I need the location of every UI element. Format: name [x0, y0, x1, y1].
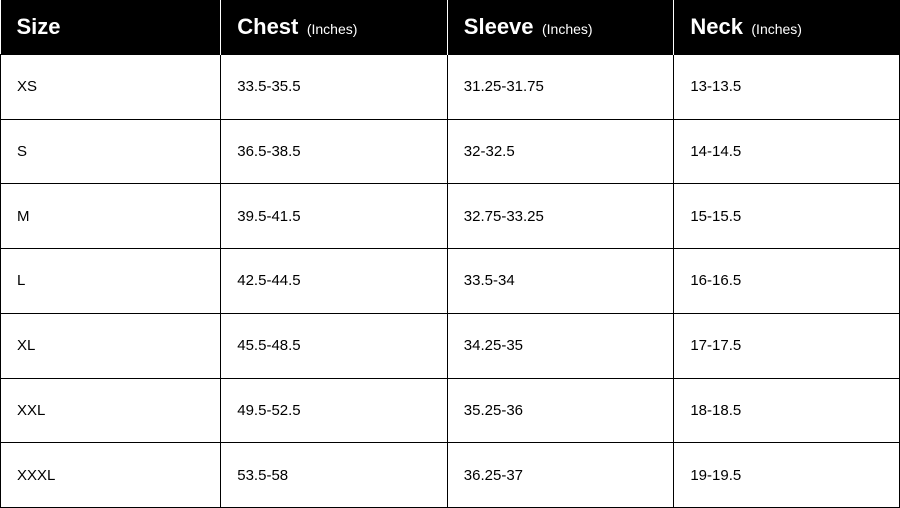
cell-chest: 45.5-48.5 — [221, 313, 448, 378]
cell-neck: 17-17.5 — [674, 313, 900, 378]
cell-chest: 33.5-35.5 — [221, 55, 448, 120]
cell-size: L — [1, 249, 221, 314]
col-header-label: Chest — [237, 14, 298, 39]
table-row: L 42.5-44.5 33.5-34 16-16.5 — [1, 249, 900, 314]
col-header-label: Sleeve — [464, 14, 534, 39]
col-header-chest: Chest (Inches) — [221, 0, 448, 55]
col-header-label: Size — [17, 14, 61, 39]
cell-neck: 14-14.5 — [674, 119, 900, 184]
table-header-row: Size Chest (Inches) Sleeve (Inches) Neck… — [1, 0, 900, 55]
table-row: M 39.5-41.5 32.75-33.25 15-15.5 — [1, 184, 900, 249]
cell-neck: 19-19.5 — [674, 443, 900, 508]
cell-sleeve: 32-32.5 — [447, 119, 674, 184]
cell-size: S — [1, 119, 221, 184]
cell-sleeve: 36.25-37 — [447, 443, 674, 508]
col-header-sleeve: Sleeve (Inches) — [447, 0, 674, 55]
cell-neck: 18-18.5 — [674, 378, 900, 443]
col-header-label: Neck — [690, 14, 743, 39]
cell-size: XXL — [1, 378, 221, 443]
col-header-neck: Neck (Inches) — [674, 0, 900, 55]
cell-size: XXXL — [1, 443, 221, 508]
col-header-unit: (Inches) — [542, 21, 593, 37]
cell-chest: 53.5-58 — [221, 443, 448, 508]
cell-neck: 15-15.5 — [674, 184, 900, 249]
cell-size: XL — [1, 313, 221, 378]
table-row: XL 45.5-48.5 34.25-35 17-17.5 — [1, 313, 900, 378]
cell-chest: 49.5-52.5 — [221, 378, 448, 443]
table-row: S 36.5-38.5 32-32.5 14-14.5 — [1, 119, 900, 184]
cell-sleeve: 31.25-31.75 — [447, 55, 674, 120]
cell-size: XS — [1, 55, 221, 120]
cell-chest: 42.5-44.5 — [221, 249, 448, 314]
table-row: XS 33.5-35.5 31.25-31.75 13-13.5 — [1, 55, 900, 120]
cell-sleeve: 34.25-35 — [447, 313, 674, 378]
table-row: XXXL 53.5-58 36.25-37 19-19.5 — [1, 443, 900, 508]
cell-neck: 13-13.5 — [674, 55, 900, 120]
size-chart-table: Size Chest (Inches) Sleeve (Inches) Neck… — [0, 0, 900, 508]
table-body: XS 33.5-35.5 31.25-31.75 13-13.5 S 36.5-… — [1, 55, 900, 508]
cell-chest: 39.5-41.5 — [221, 184, 448, 249]
cell-sleeve: 32.75-33.25 — [447, 184, 674, 249]
cell-chest: 36.5-38.5 — [221, 119, 448, 184]
col-header-size: Size — [1, 0, 221, 55]
col-header-unit: (Inches) — [307, 21, 358, 37]
table-row: XXL 49.5-52.5 35.25-36 18-18.5 — [1, 378, 900, 443]
cell-sleeve: 35.25-36 — [447, 378, 674, 443]
cell-neck: 16-16.5 — [674, 249, 900, 314]
cell-sleeve: 33.5-34 — [447, 249, 674, 314]
col-header-unit: (Inches) — [751, 21, 802, 37]
cell-size: M — [1, 184, 221, 249]
